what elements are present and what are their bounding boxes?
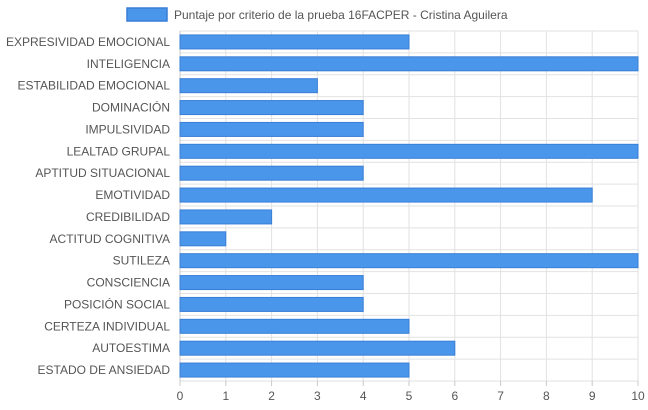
bar[interactable]: [179, 340, 456, 356]
x-tick-label: 0: [177, 389, 184, 403]
x-tick-label: 7: [497, 389, 504, 403]
bar[interactable]: [179, 56, 639, 72]
category-label: CONSCIENCIA: [87, 276, 170, 290]
bar[interactable]: [179, 296, 364, 312]
x-tick-labels: 0 1 2 3 4 5 6 7 8 9 10: [177, 389, 645, 403]
x-tick-label: 6: [451, 389, 458, 403]
category-label: POSICIÓN SOCIAL: [64, 296, 170, 311]
category-labels: EXPRESIVIDAD EMOCIONAL INTELIGENCIA ESTABI…: [6, 35, 170, 377]
bar[interactable]: [179, 209, 273, 225]
category-label: ESTABILIDAD EMOCIONAL: [18, 79, 171, 93]
category-label: CREDIBILIDAD: [86, 210, 170, 224]
bar[interactable]: [179, 34, 410, 50]
category-label: APTITUD SITUACIONAL: [35, 166, 170, 180]
x-tick-label: 3: [314, 389, 321, 403]
category-label: DOMINACIÓN: [92, 100, 170, 115]
bar[interactable]: [179, 362, 410, 378]
category-label: AUTOESTIMA: [92, 341, 170, 355]
category-label: ACTITUD COGNITIVA: [50, 232, 170, 246]
legend-swatch: [126, 7, 168, 22]
bar[interactable]: [179, 100, 364, 116]
legend[interactable]: Puntaje por criterio de la prueba 16FACP…: [126, 7, 508, 22]
x-tick-label: 10: [631, 389, 645, 403]
category-label: LEALTAD GRUPAL: [67, 144, 171, 158]
category-label: EMOTIVIDAD: [95, 188, 170, 202]
bar[interactable]: [179, 187, 593, 203]
category-label: CERTEZA INDIVIDUAL: [44, 319, 170, 333]
x-tick-label: 9: [589, 389, 596, 403]
category-label: SUTILEZA: [113, 254, 170, 268]
bar[interactable]: [179, 143, 639, 159]
bar[interactable]: [179, 318, 410, 334]
category-label: INTELIGENCIA: [87, 57, 170, 71]
bar[interactable]: [179, 275, 364, 291]
category-label: EXPRESIVIDAD EMOCIONAL: [6, 35, 170, 49]
x-tick-label: 8: [543, 389, 550, 403]
bar[interactable]: [179, 165, 364, 181]
category-label: IMPULSIVIDAD: [85, 122, 170, 136]
bar[interactable]: [179, 253, 639, 269]
x-tick-label: 2: [268, 389, 275, 403]
bar[interactable]: [179, 231, 227, 247]
legend-label: Puntaje por criterio de la prueba 16FACP…: [174, 8, 508, 22]
x-tick-label: 5: [406, 389, 413, 403]
bar[interactable]: [179, 78, 318, 94]
x-tick-label: 4: [360, 389, 367, 403]
x-tick-label: 1: [222, 389, 229, 403]
bar[interactable]: [179, 121, 364, 137]
bars: [179, 34, 639, 378]
category-label: ESTADO DE ANSIEDAD: [38, 363, 171, 377]
